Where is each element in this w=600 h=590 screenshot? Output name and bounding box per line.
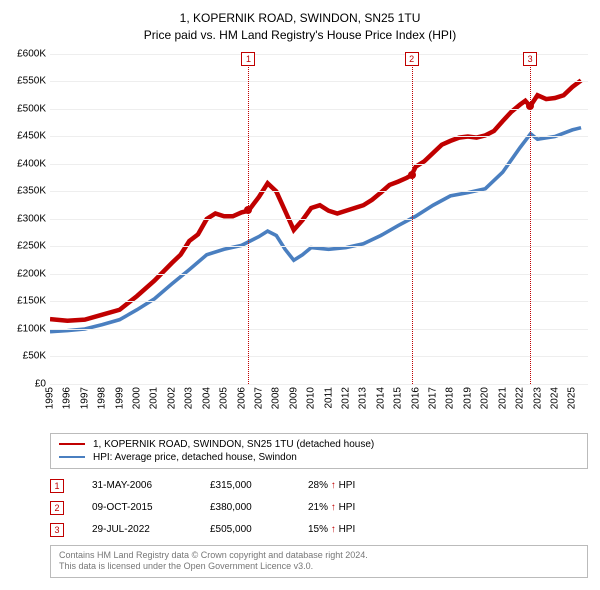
- y-tick-label: £350K: [17, 186, 46, 197]
- event-row: 1 31-MAY-2006 £315,000 28% ↑ HPI: [50, 475, 588, 497]
- marker-box: 3: [523, 52, 537, 66]
- gridline: [50, 301, 588, 302]
- up-arrow-icon: ↑: [331, 480, 336, 491]
- chart-title-line1: 1, KOPERNIK ROAD, SWINDON, SN25 1TU: [0, 10, 600, 27]
- x-tick-label: 2018: [445, 384, 456, 409]
- gridline: [50, 329, 588, 330]
- y-tick-label: £150K: [17, 296, 46, 307]
- event-delta: 15% ↑ HPI: [308, 524, 398, 535]
- gridline: [50, 164, 588, 165]
- gridline: [50, 136, 588, 137]
- y-tick-label: £600K: [17, 48, 46, 59]
- y-tick-label: £200K: [17, 268, 46, 279]
- x-tick-label: 2011: [323, 384, 334, 409]
- y-tick-label: £50K: [23, 351, 46, 362]
- x-tick-label: 2009: [288, 384, 299, 409]
- x-tick-label: 2000: [132, 384, 143, 409]
- x-tick-label: 2025: [567, 384, 578, 409]
- y-tick-label: £550K: [17, 76, 46, 87]
- chart-title: 1, KOPERNIK ROAD, SWINDON, SN25 1TU Pric…: [0, 0, 600, 44]
- figure-container: 1, KOPERNIK ROAD, SWINDON, SN25 1TU Pric…: [0, 0, 600, 590]
- event-num: 3: [50, 523, 64, 537]
- x-tick-label: 2024: [549, 384, 560, 409]
- x-tick-label: 2017: [428, 384, 439, 409]
- x-tick-label: 2014: [375, 384, 386, 409]
- chart-title-line2: Price paid vs. HM Land Registry's House …: [0, 27, 600, 44]
- x-tick-label: 2001: [149, 384, 160, 409]
- footnote-line1: Contains HM Land Registry data © Crown c…: [59, 550, 579, 562]
- x-tick-label: 1998: [97, 384, 108, 409]
- gridline: [50, 246, 588, 247]
- x-tick-label: 2004: [201, 384, 212, 409]
- up-arrow-icon: ↑: [331, 502, 336, 513]
- event-date: 29-JUL-2022: [92, 524, 182, 535]
- gridline: [50, 274, 588, 275]
- x-tick-label: 2023: [532, 384, 543, 409]
- marker-dot: [526, 102, 534, 110]
- up-arrow-icon: ↑: [331, 524, 336, 535]
- x-tick-label: 1997: [79, 384, 90, 409]
- x-tick-label: 2019: [462, 384, 473, 409]
- footnote: Contains HM Land Registry data © Crown c…: [50, 545, 588, 578]
- event-price: £380,000: [210, 502, 280, 513]
- x-tick-label: 2005: [219, 384, 230, 409]
- x-tick-label: 2008: [271, 384, 282, 409]
- legend: 1, KOPERNIK ROAD, SWINDON, SN25 1TU (det…: [50, 433, 588, 469]
- gridline: [50, 109, 588, 110]
- event-delta: 28% ↑ HPI: [308, 480, 398, 491]
- x-tick-label: 2020: [480, 384, 491, 409]
- marker-dot: [244, 206, 252, 214]
- legend-item: 1, KOPERNIK ROAD, SWINDON, SN25 1TU (det…: [59, 438, 579, 451]
- legend-label: 1, KOPERNIK ROAD, SWINDON, SN25 1TU (det…: [93, 439, 374, 450]
- event-date: 09-OCT-2015: [92, 502, 182, 513]
- plot-area: £0£50K£100K£150K£200K£250K£300K£350K£400…: [50, 54, 588, 384]
- legend-item: HPI: Average price, detached house, Swin…: [59, 451, 579, 464]
- event-row: 2 09-OCT-2015 £380,000 21% ↑ HPI: [50, 497, 588, 519]
- x-tick-label: 2013: [358, 384, 369, 409]
- x-tick-label: 2012: [340, 384, 351, 409]
- events-table: 1 31-MAY-2006 £315,000 28% ↑ HPI 2 09-OCT-201…: [50, 475, 588, 541]
- y-tick-label: £500K: [17, 103, 46, 114]
- event-price: £315,000: [210, 480, 280, 491]
- y-tick-label: £300K: [17, 213, 46, 224]
- gridline: [50, 81, 588, 82]
- gridline: [50, 219, 588, 220]
- chart-wrap: £0£50K£100K£150K£200K£250K£300K£350K£400…: [0, 44, 600, 429]
- x-tick-label: 2015: [393, 384, 404, 409]
- legend-label: HPI: Average price, detached house, Swin…: [93, 452, 297, 463]
- y-tick-label: £450K: [17, 131, 46, 142]
- legend-swatch: [59, 456, 85, 458]
- marker-vline: [412, 54, 413, 384]
- series-price_paid: [50, 80, 581, 320]
- event-row: 3 29-JUL-2022 £505,000 15% ↑ HPI: [50, 519, 588, 541]
- gridline: [50, 54, 588, 55]
- x-tick-label: 2021: [497, 384, 508, 409]
- marker-vline: [248, 54, 249, 384]
- x-tick-label: 2016: [410, 384, 421, 409]
- event-price: £505,000: [210, 524, 280, 535]
- event-num: 2: [50, 501, 64, 515]
- legend-swatch: [59, 443, 85, 445]
- gridline: [50, 191, 588, 192]
- x-tick-label: 1999: [114, 384, 125, 409]
- x-tick-label: 1995: [45, 384, 56, 409]
- footnote-line2: This data is licensed under the Open Gov…: [59, 561, 579, 573]
- marker-box: 2: [405, 52, 419, 66]
- marker-dot: [408, 171, 416, 179]
- marker-box: 1: [241, 52, 255, 66]
- x-tick-label: 2022: [515, 384, 526, 409]
- y-tick-label: £250K: [17, 241, 46, 252]
- event-delta: 21% ↑ HPI: [308, 502, 398, 513]
- x-tick-label: 2010: [306, 384, 317, 409]
- y-tick-label: £100K: [17, 323, 46, 334]
- x-tick-label: 2007: [253, 384, 264, 409]
- y-tick-label: £400K: [17, 158, 46, 169]
- event-date: 31-MAY-2006: [92, 480, 182, 491]
- event-num: 1: [50, 479, 64, 493]
- x-tick-label: 2006: [236, 384, 247, 409]
- x-tick-label: 1996: [62, 384, 73, 409]
- x-tick-label: 2003: [184, 384, 195, 409]
- gridline: [50, 356, 588, 357]
- x-tick-label: 2002: [166, 384, 177, 409]
